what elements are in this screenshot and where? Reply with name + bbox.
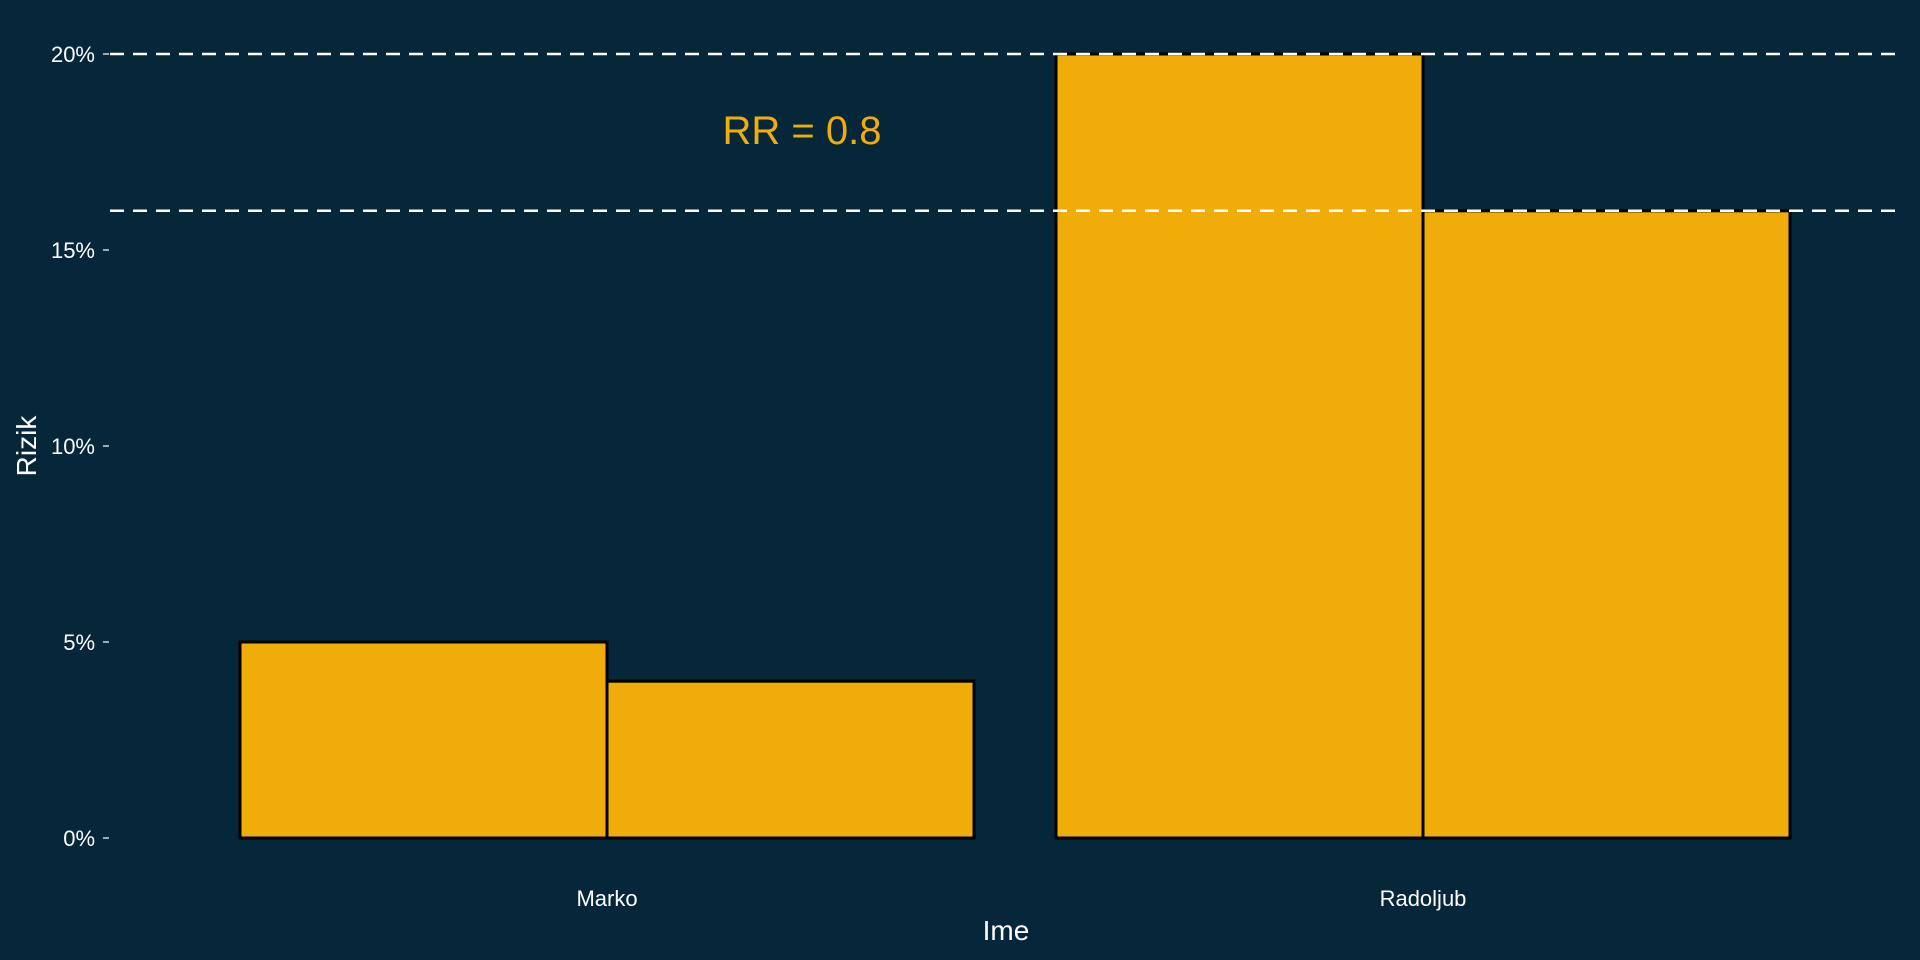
y-tick-label: 15% (51, 238, 95, 263)
y-tick-label: 20% (51, 42, 95, 67)
y-tick-label: 5% (63, 630, 95, 655)
bar-radoljub-2 (1421, 209, 1792, 840)
x-axis-title: Ime (983, 915, 1030, 946)
y-tick-label: 0% (63, 826, 95, 851)
x-tick-label-radoljub: Radoljub (1380, 886, 1467, 911)
bar-marko-1 (238, 640, 609, 840)
annotation-label: RR = 0.8 (723, 109, 882, 153)
bars-group (238, 52, 1792, 840)
x-tick-label-marko: Marko (576, 886, 637, 911)
x-axis: Marko Radoljub (576, 886, 1466, 911)
reference-lines-group (110, 52, 1895, 213)
bar-marko-2 (605, 679, 976, 840)
bar-radoljub-1 (1054, 52, 1425, 840)
y-tick-label: 10% (51, 434, 95, 459)
y-axis-title: Rizik (11, 415, 42, 477)
y-axis: 0% 5% 10% 15% 20% (51, 42, 109, 851)
